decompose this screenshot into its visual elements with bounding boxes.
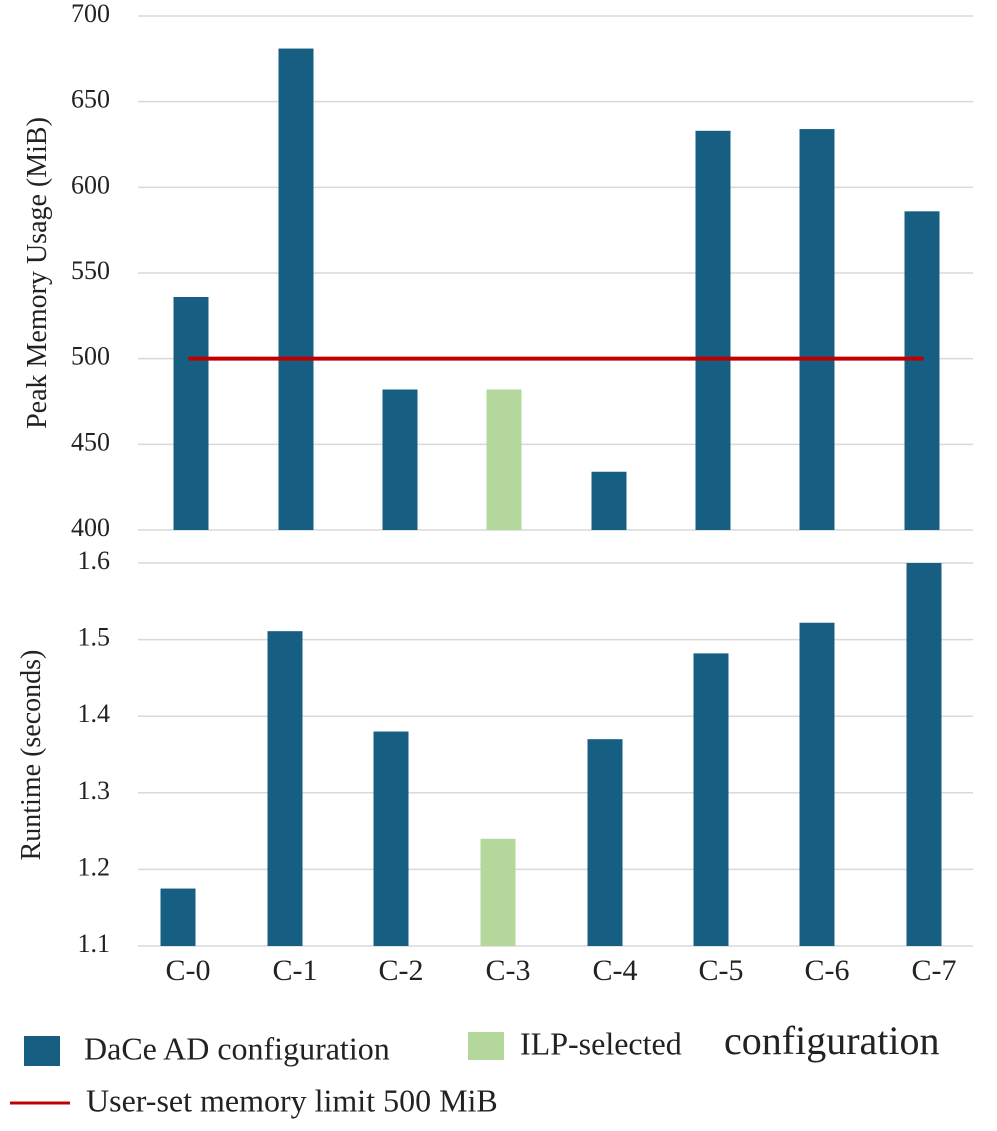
runtime-panel: 1.1 1.2 1.3 1.4 1.5 1.6 C-0 C-1 C-2 C-3 C-4 C-5 C-6…: [16, 546, 973, 987]
runtime-y-axis-title: Runtime (seconds): [16, 650, 47, 861]
runtime-y-tick-label: 1.5: [78, 623, 111, 652]
memory-y-tick-label: 600: [71, 170, 110, 199]
memory-y-tick-label: 450: [71, 427, 110, 456]
memory-bar-c-6: [799, 129, 835, 530]
legend: DaCe AD configuration ILP-selected confi…: [10, 1018, 940, 1118]
legend-swatch-ilp: [468, 1032, 504, 1060]
x-tick-label-c-2: C-2: [379, 954, 424, 987]
runtime-x-ticks: C-0 C-1 C-2 C-3 C-4 C-5 C-6 C-7: [166, 954, 957, 987]
memory-y-axis-title: Peak Memory Usage (MiB): [22, 117, 53, 429]
memory-bar-c-2: [382, 389, 418, 530]
memory-panel: 400 450 500 550 600 650 700 Peak Memory Usage …: [22, 0, 973, 542]
x-tick-label-c-1: C-1: [273, 954, 318, 987]
x-tick-label-c-3: C-3: [486, 954, 531, 987]
runtime-y-ticks: 1.1 1.2 1.3 1.4 1.5 1.6: [78, 546, 111, 958]
x-tick-label-c-6: C-6: [805, 954, 850, 987]
runtime-y-tick-label: 1.6: [78, 546, 111, 575]
memory-y-tick-label: 550: [71, 256, 110, 285]
x-tick-label-c-0: C-0: [166, 954, 211, 987]
runtime-grid: [138, 562, 973, 947]
memory-y-tick-label: 650: [71, 85, 110, 114]
runtime-y-tick-label: 1.4: [78, 699, 111, 728]
runtime-y-tick-label: 1.2: [78, 852, 111, 881]
runtime-bar-c-4: [587, 739, 623, 946]
legend-label-limit: User-set memory limit 500 MiB: [86, 1082, 498, 1118]
runtime-y-tick-label: 1.3: [78, 776, 111, 805]
memory-bar-c-5: [695, 130, 731, 530]
runtime-bar-c-2: [373, 731, 409, 946]
memory-bar-c-1: [278, 48, 314, 530]
memory-bar-c-0: [173, 296, 209, 530]
memory-y-tick-label: 500: [71, 342, 110, 371]
x-tick-label-c-7: C-7: [912, 954, 957, 987]
runtime-bar-c-5: [693, 653, 729, 946]
memory-grid: [138, 15, 973, 531]
runtime-bar-c-6: [799, 622, 835, 946]
legend-swatch-dace: [24, 1036, 60, 1066]
runtime-bar-c-3: [480, 838, 516, 946]
memory-y-tick-label: 400: [71, 513, 110, 542]
runtime-bar-c-1: [267, 631, 303, 946]
runtime-bar-c-7: [906, 563, 942, 946]
memory-bar-c-3: [486, 389, 522, 530]
x-tick-label-c-5: C-5: [699, 954, 744, 987]
legend-label-dace: DaCe AD configuration: [84, 1030, 390, 1066]
runtime-bar-c-0: [160, 888, 196, 946]
legend-label-ilp: ILP-selected: [520, 1025, 682, 1061]
legend-label-ilp-suffix: configuration: [724, 1018, 940, 1063]
memory-y-tick-label: 700: [71, 0, 110, 28]
runtime-bars: [160, 563, 942, 946]
x-tick-label-c-4: C-4: [593, 954, 638, 987]
memory-y-ticks: 400 450 500 550 600 650 700: [71, 0, 110, 542]
memory-bar-c-4: [591, 471, 627, 530]
runtime-y-tick-label: 1.1: [78, 929, 111, 958]
memory-bar-c-7: [904, 211, 940, 530]
memory-bars: [173, 48, 940, 530]
